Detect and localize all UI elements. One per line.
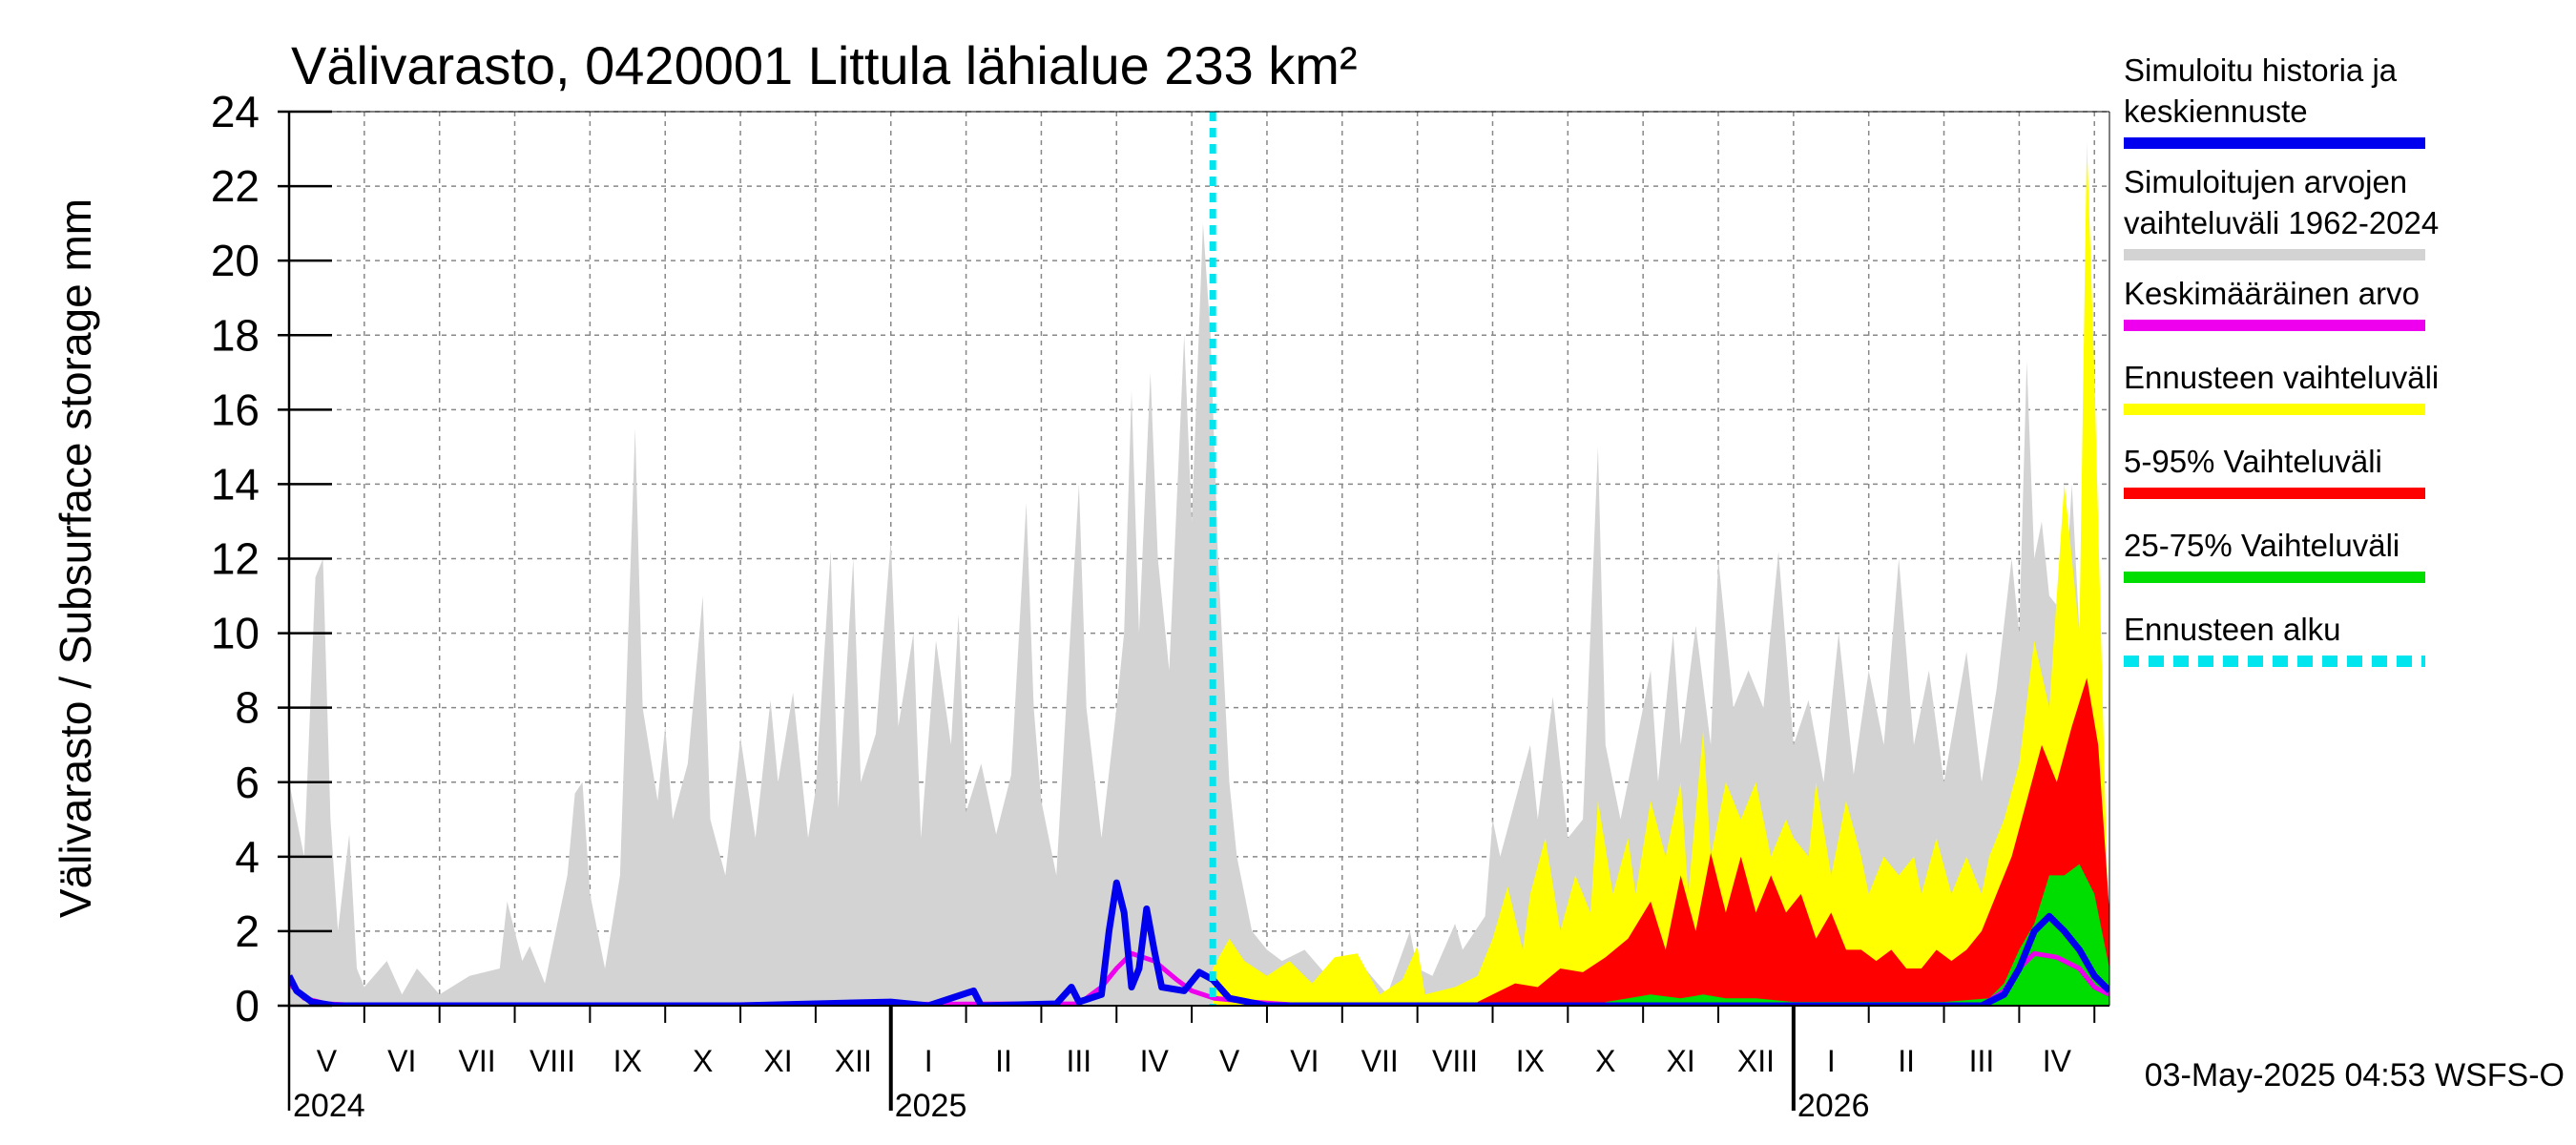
- year-label: 2025: [895, 1088, 967, 1124]
- footer-timestamp: 03-May-2025 04:53 WSFS-O: [2145, 1057, 2565, 1093]
- month-label: VIII: [1432, 1044, 1478, 1078]
- y-tick-label: 4: [235, 832, 260, 882]
- month-label: II: [995, 1044, 1012, 1078]
- month-label: I: [924, 1044, 933, 1078]
- legend-label: Ennusteen vaihteluväli: [2124, 360, 2439, 395]
- month-label: V: [317, 1044, 338, 1078]
- month-label: XI: [763, 1044, 792, 1078]
- month-label: XII: [1737, 1044, 1775, 1078]
- month-label: V: [1219, 1044, 1240, 1078]
- month-label: VI: [387, 1044, 416, 1078]
- month-label: XII: [835, 1044, 872, 1078]
- month-label: VII: [459, 1044, 496, 1078]
- chart-title: Välivarasto, 0420001 Littula lähialue 23…: [291, 35, 1358, 95]
- legend-label: Ennusteen alku: [2124, 612, 2341, 647]
- y-tick-label: 0: [235, 981, 260, 1030]
- year-label: 2026: [1797, 1088, 1870, 1124]
- month-label: VIII: [530, 1044, 575, 1078]
- month-label: X: [693, 1044, 713, 1078]
- y-tick-label: 2: [235, 906, 260, 956]
- legend-label: Simuloitujen arvojen: [2124, 164, 2407, 199]
- y-tick-label: 24: [211, 87, 260, 136]
- y-tick-label: 22: [211, 161, 260, 211]
- legend-label: Simuloitu historia ja: [2124, 52, 2398, 88]
- y-tick-label: 6: [235, 758, 260, 807]
- month-label: XI: [1666, 1044, 1694, 1078]
- y-tick-label: 12: [211, 534, 260, 584]
- y-tick-label: 14: [211, 459, 260, 509]
- y-tick-label: 8: [235, 683, 260, 733]
- legend-label: Keskimääräinen arvo: [2124, 276, 2420, 311]
- month-label: VI: [1290, 1044, 1319, 1078]
- year-label: 2024: [293, 1088, 365, 1124]
- y-tick-label: 20: [211, 236, 260, 285]
- legend: Simuloitu historia ja keskiennuste Simuloi…: [2124, 52, 2439, 667]
- month-label: IX: [613, 1044, 642, 1078]
- month-label: IV: [1140, 1044, 1170, 1078]
- month-label: IV: [2043, 1044, 2072, 1078]
- month-label: II: [1898, 1044, 1915, 1078]
- month-label: III: [1067, 1044, 1092, 1078]
- series-line-0000ee: [289, 879, 2109, 1006]
- y-axis-label: Välivarasto / Subsurface storage mm: [51, 198, 100, 918]
- month-label: III: [1969, 1044, 1995, 1078]
- y-tick-label: 16: [211, 385, 260, 434]
- y-tick-label: 18: [211, 310, 260, 360]
- month-label: I: [1827, 1044, 1836, 1078]
- legend-label: vaihteluväli 1962-2024: [2124, 205, 2439, 240]
- month-label: X: [1595, 1044, 1615, 1078]
- month-label: IX: [1516, 1044, 1545, 1078]
- series-area-d3d3d3: [289, 223, 2109, 1006]
- month-label: VII: [1361, 1044, 1399, 1078]
- series-area-00dd00: [1605, 864, 2109, 1006]
- y-tick-label: 10: [211, 609, 260, 658]
- legend-label: 5-95% Vaihteluväli: [2124, 444, 2382, 479]
- legend-label: keskiennuste: [2124, 94, 2308, 129]
- legend-label: 25-75% Vaihteluväli: [2124, 528, 2399, 563]
